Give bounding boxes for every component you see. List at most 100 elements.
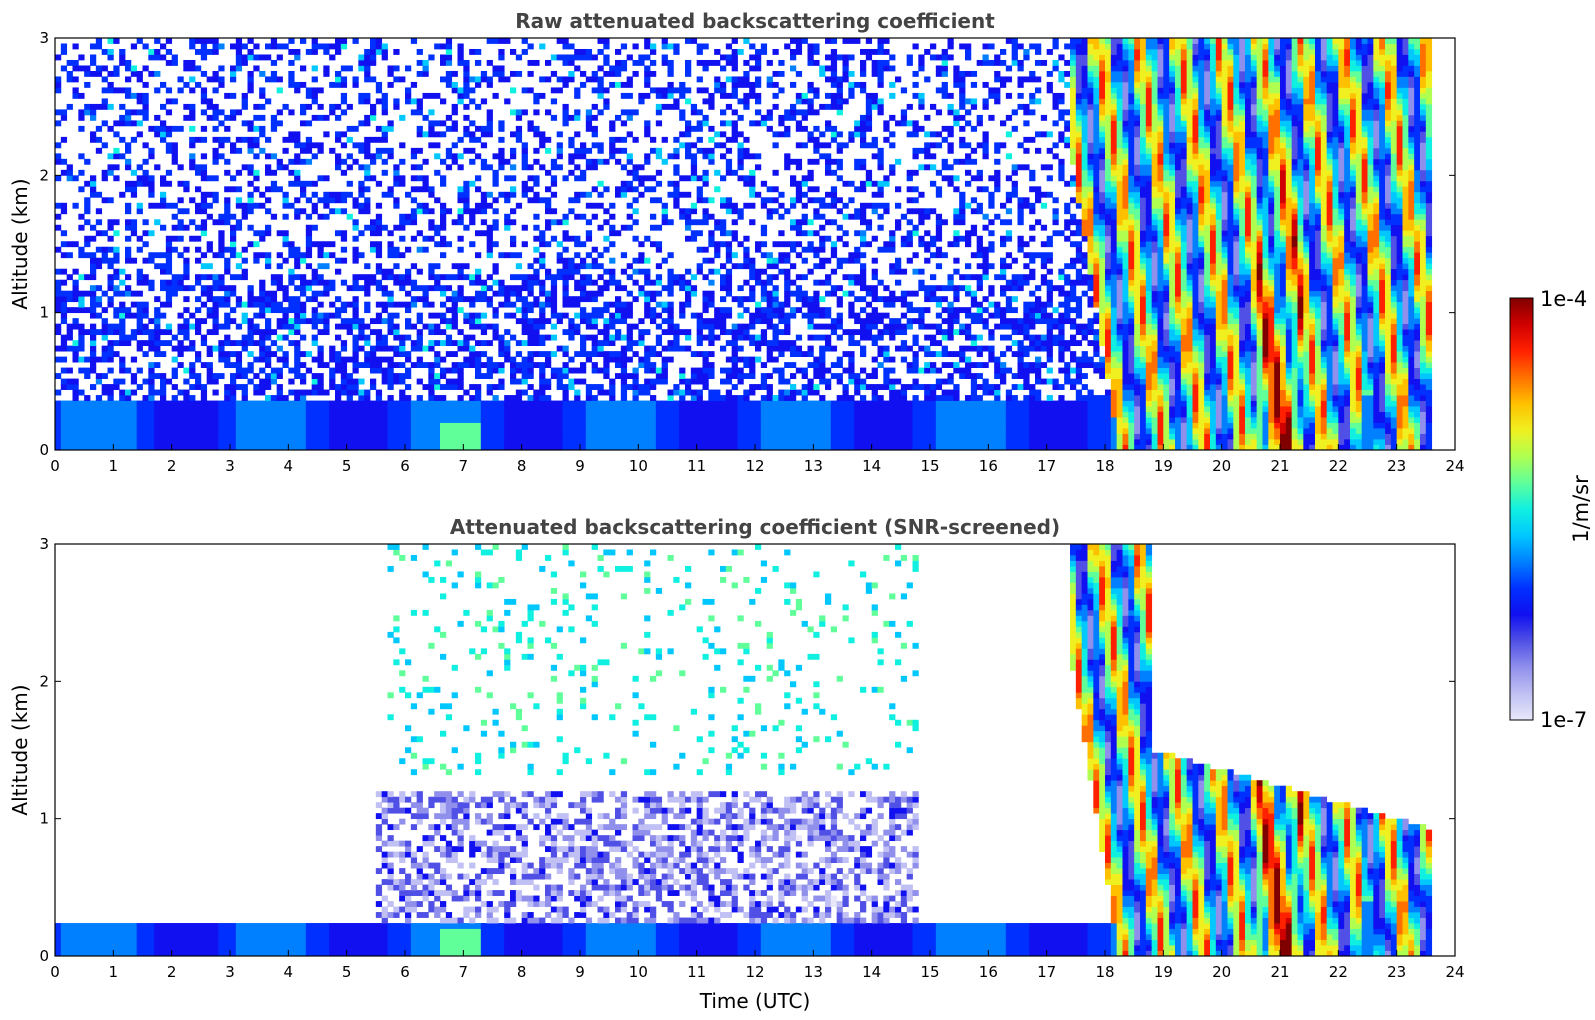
heatmap-cell [807,268,814,275]
heatmap-cell [644,76,651,83]
heatmap-cell [364,395,371,401]
heatmap-cell [679,373,686,379]
heatmap-cell [574,329,581,336]
heatmap-cell [200,109,208,116]
heatmap-cell [510,48,517,55]
heatmap-cell [533,213,540,220]
heatmap-cell [405,246,412,253]
heatmap-cell [574,406,581,412]
heatmap-cell [539,367,546,374]
heatmap-cell [358,329,365,336]
heatmap-cell [661,213,668,220]
heatmap-cell [165,444,173,450]
heatmap-cell [183,400,190,407]
heatmap-cell [661,43,668,50]
heatmap-cell [731,92,738,99]
heatmap-cell [329,208,336,215]
heatmap-cell [405,384,412,390]
heatmap-cell [801,257,808,264]
heatmap-cell [288,81,295,88]
heatmap-cell [795,439,803,445]
heatmap-cell [224,296,231,303]
heatmap-cell [288,422,295,429]
heatmap-cell [521,109,528,116]
heatmap-cell [731,345,738,352]
heatmap-cell [55,285,62,292]
heatmap-cell [626,334,633,341]
heatmap-cell [690,422,698,429]
heatmap-cell [154,125,161,132]
heatmap-cell [749,367,756,374]
heatmap-cell [725,444,733,450]
heatmap-cell [504,356,511,363]
heatmap-cell [772,444,779,450]
heatmap-cell [667,417,674,423]
heatmap-cell [556,252,563,259]
heatmap-cell [346,422,353,429]
heatmap-cell [364,323,371,330]
heatmap-cell [731,87,738,94]
heatmap-cell [393,279,400,286]
heatmap-cell [813,417,820,423]
heatmap-cell [265,444,272,450]
heatmap-cell [265,318,272,325]
heatmap-cell [107,103,114,110]
heatmap-cell [457,433,464,440]
heatmap-cell [720,263,727,270]
heatmap-cell [469,433,476,440]
heatmap-cell [638,180,645,187]
heatmap-cell [626,180,633,187]
heatmap-cell [428,92,435,99]
heatmap-cell [189,439,196,445]
heatmap-cell [224,433,231,440]
heatmap-cell [708,147,715,154]
heatmap-cell [241,202,248,209]
heatmap-cell [294,263,301,270]
heatmap-cell [440,202,447,209]
heatmap-cell [410,400,418,407]
heatmap-cell [615,444,622,450]
heatmap-cell [702,219,709,226]
heatmap-cell [282,191,289,198]
heatmap-cell [766,345,773,352]
heatmap-cell [498,279,505,286]
heatmap-cell [206,114,213,121]
heatmap-cell [183,263,190,270]
heatmap-cell [661,54,668,61]
heatmap-cell [486,76,493,83]
heatmap-cell [562,389,569,396]
heatmap-cell [825,428,832,434]
heatmap-cell [200,43,208,50]
heatmap-cell [340,406,348,412]
heatmap-cell [399,334,406,341]
heatmap-cell [766,433,773,440]
heatmap-cell [200,334,208,341]
heatmap-cell [241,268,248,275]
heatmap-cell [317,411,324,418]
heatmap-cell [655,274,663,281]
heatmap-cell [55,175,62,182]
heatmap-cell [591,433,598,440]
heatmap-cell [702,411,709,418]
heatmap-cell [101,48,108,55]
heatmap-cell [807,301,814,308]
heatmap-cell [790,351,797,358]
heatmap-cell [113,329,120,336]
heatmap-cell [486,246,493,253]
heatmap-cell [160,400,167,407]
heatmap-cell [364,208,371,215]
heatmap-cell [177,433,184,440]
heatmap-cell [515,70,523,77]
heatmap-cell [78,290,85,297]
heatmap-cell [760,48,768,55]
heatmap-cell [469,318,476,325]
heatmap-cell [801,109,808,116]
heatmap-cell [434,411,441,418]
heatmap-cell [539,378,546,385]
heatmap-cell [813,362,820,368]
heatmap-cell [422,59,429,66]
heatmap-cell [375,87,383,94]
heatmap-cell [177,351,184,358]
heatmap-cell [644,428,651,434]
heatmap-cell [90,323,97,330]
